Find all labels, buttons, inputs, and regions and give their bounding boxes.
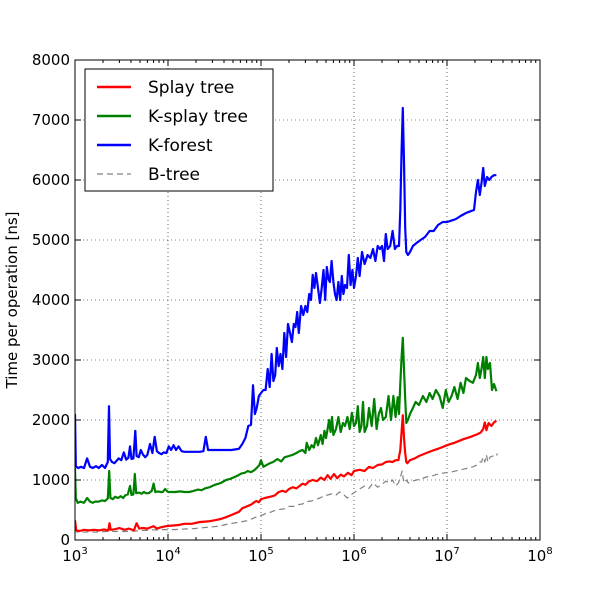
legend: Splay tree K-splay tree K-forest B-tree (84, 68, 274, 192)
y-tick-label: 4000 (32, 291, 70, 309)
x-tick-exponent: 6 (360, 546, 366, 557)
x-tick-exponent: 5 (267, 546, 273, 557)
x-tick-exponent: 3 (81, 546, 87, 557)
series-layer (75, 106, 499, 533)
y-tick-label: 0 (60, 531, 70, 549)
axes: 103 104 105 106 107 1080100020003000400050006… (32, 51, 553, 565)
series-line-k-splay-tree (75, 336, 498, 504)
x-tick-exponent: 8 (546, 546, 552, 557)
legend-label: K-forest (148, 136, 213, 156)
y-tick-label: 2000 (32, 411, 70, 429)
y-tick-label: 5000 (32, 231, 70, 249)
y-tick-label: 7000 (32, 111, 70, 129)
series-line-splay-tree (75, 414, 498, 533)
y-tick-label: 8000 (32, 51, 70, 69)
y-tick-label: 3000 (32, 351, 70, 369)
x-tick-exponent: 4 (174, 546, 180, 557)
legend-box (84, 68, 274, 192)
legend-label: K-splay tree (148, 107, 248, 127)
series-line-k-forest (75, 106, 497, 470)
y-tick-label: 6000 (32, 171, 70, 189)
legend-label: Splay tree (148, 78, 234, 98)
x-tick-exponent: 7 (453, 546, 459, 557)
y-axis-label: Time per operation [ns] (3, 212, 21, 390)
legend-label: B-tree (148, 165, 200, 185)
y-tick-label: 1000 (32, 471, 70, 489)
